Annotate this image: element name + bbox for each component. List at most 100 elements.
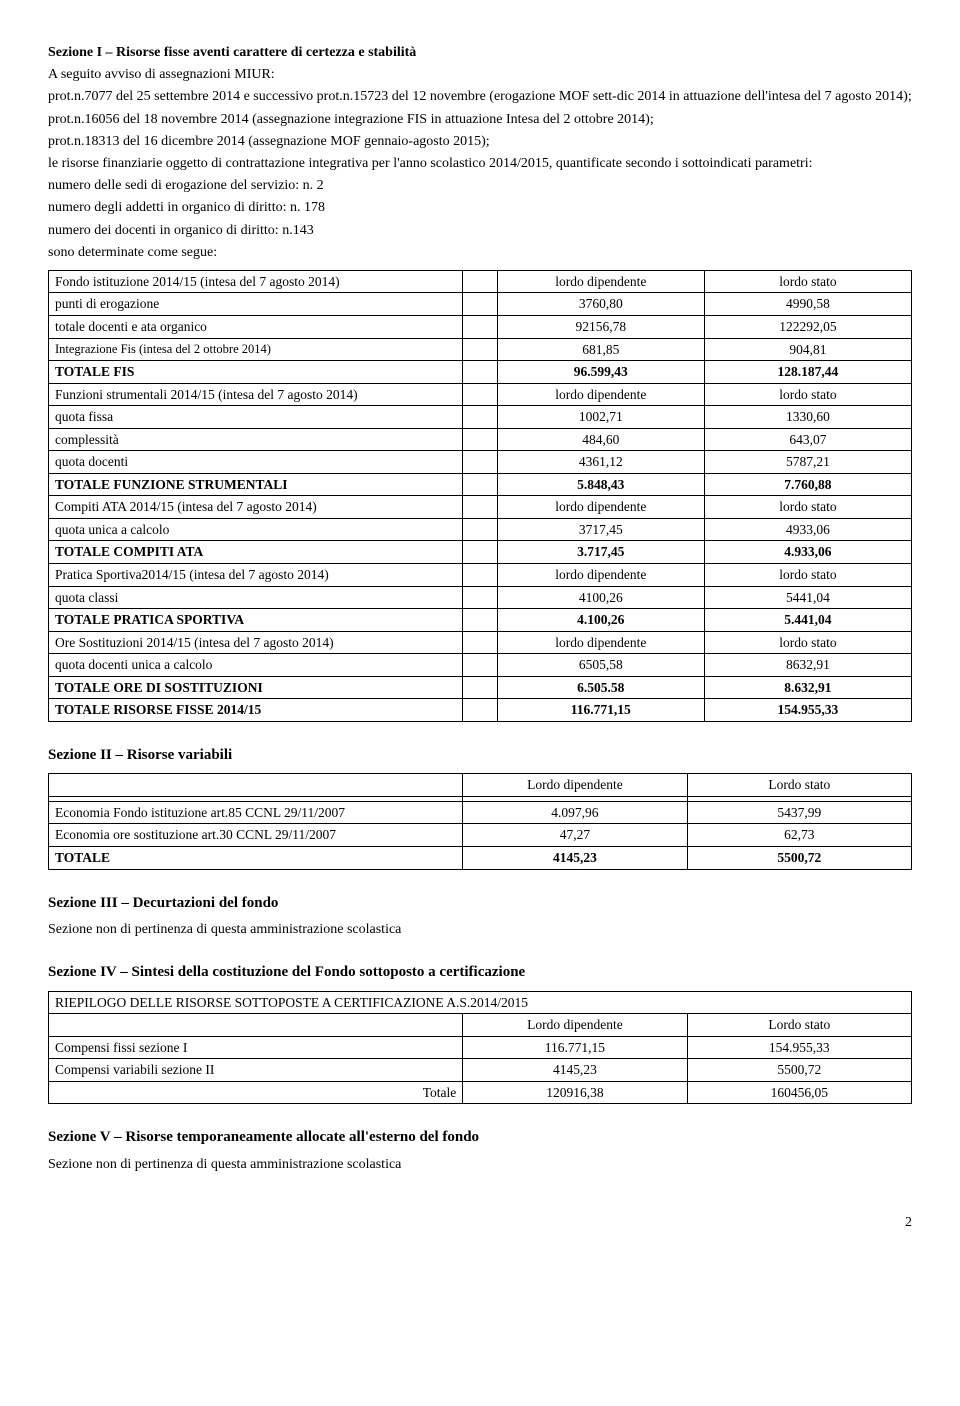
table-cell-spacer xyxy=(463,270,498,293)
table-cell-label: TOTALE FUNZIONE STRUMENTALI xyxy=(49,473,463,496)
page-number: 2 xyxy=(48,1214,912,1232)
table-cell-label: TOTALE ORE DI SOSTITUZIONI xyxy=(49,676,463,699)
table-cell-v2: 154.955,33 xyxy=(687,1036,911,1059)
table-cell-v2: 8.632,91 xyxy=(704,676,911,699)
table-cell-label: quota docenti xyxy=(49,451,463,474)
table-cell-label: quota unica a calcolo xyxy=(49,518,463,541)
table-row: Lordo dipendenteLordo stato xyxy=(49,1014,912,1037)
table-cell-v1: 484,60 xyxy=(497,428,704,451)
table-cell-v2: 62,73 xyxy=(687,824,911,847)
table-row: TOTALE PRATICA SPORTIVA4.100,265.441,04 xyxy=(49,609,912,632)
table-cell-v1: 116.771,15 xyxy=(497,699,704,722)
table-cell-v2: 8632,91 xyxy=(704,654,911,677)
intro-line: sono determinate come segue: xyxy=(48,244,912,262)
table-cell-v2: lordo stato xyxy=(704,631,911,654)
sezione4-table: RIEPILOGO DELLE RISORSE SOTTOPOSTE A CER… xyxy=(48,991,912,1105)
sezione4-title: Sezione IV – Sintesi della costituzione … xyxy=(48,963,912,983)
table-row: Totale120916,38160456,05 xyxy=(49,1081,912,1104)
table-cell-spacer xyxy=(463,609,498,632)
table-cell-v1: 120916,38 xyxy=(463,1081,687,1104)
table-row: TOTALE FIS 96.599,43128.187,44 xyxy=(49,361,912,384)
table-cell-label: quota docenti unica a calcolo xyxy=(49,654,463,677)
table-cell-v1: 96.599,43 xyxy=(497,361,704,384)
table-cell-spacer xyxy=(463,428,498,451)
table-row: Ore Sostituzioni 2014/15 (intesa del 7 a… xyxy=(49,631,912,654)
table-row: TOTALE RISORSE FISSE 2014/15116.771,1515… xyxy=(49,699,912,722)
table-cell-v2: 5.441,04 xyxy=(704,609,911,632)
table-cell-spacer xyxy=(463,406,498,429)
table-cell-v1: 92156,78 xyxy=(497,315,704,338)
table-row: Pratica Sportiva2014/15 (intesa del 7 ag… xyxy=(49,563,912,586)
table-cell-v1: lordo dipendente xyxy=(497,270,704,293)
table-row: TOTALE FUNZIONE STRUMENTALI5.848,437.760… xyxy=(49,473,912,496)
intro-line: numero degli addetti in organico di diri… xyxy=(48,199,912,217)
table-cell-v1: lordo dipendente xyxy=(497,383,704,406)
intro-line: A seguito avviso di assegnazioni MIUR: xyxy=(48,66,912,84)
intro-line: prot.n.18313 del 16 dicembre 2014 (asseg… xyxy=(48,133,912,151)
table-cell-v1: 116.771,15 xyxy=(463,1036,687,1059)
table-cell-v1: 4145,23 xyxy=(463,846,687,869)
table-cell-spacer xyxy=(463,631,498,654)
table-cell-v1: lordo dipendente xyxy=(497,563,704,586)
table-cell-v2: 4.933,06 xyxy=(704,541,911,564)
table-cell-v2: 154.955,33 xyxy=(704,699,911,722)
table-cell-v2: 5500,72 xyxy=(687,846,911,869)
sezione1-title: Sezione I – Risorse fisse aventi caratte… xyxy=(48,44,912,62)
table-cell-v1: 6.505.58 xyxy=(497,676,704,699)
table-cell-label: quota fissa xyxy=(49,406,463,429)
sezione2-table: Lordo dipendenteLordo statoEconomia Fond… xyxy=(48,773,912,869)
table-cell-spacer xyxy=(463,563,498,586)
table-cell-v2: Lordo stato xyxy=(687,774,911,797)
table-cell-spacer xyxy=(463,699,498,722)
table-cell-v2: 5787,21 xyxy=(704,451,911,474)
sezione5-text: Sezione non di pertinenza di questa ammi… xyxy=(48,1156,912,1174)
table-row: Fondo istituzione 2014/15 (intesa del 7 … xyxy=(49,270,912,293)
table-cell-spacer xyxy=(463,541,498,564)
table-cell-label: Pratica Sportiva2014/15 (intesa del 7 ag… xyxy=(49,563,463,586)
table-cell-v2: lordo stato xyxy=(704,383,911,406)
table-cell-spacer xyxy=(463,473,498,496)
table-row-span: RIEPILOGO DELLE RISORSE SOTTOPOSTE A CER… xyxy=(49,991,912,1014)
table-cell-label: complessità xyxy=(49,428,463,451)
table-row: quota unica a calcolo3717,454933,06 xyxy=(49,518,912,541)
table-row: totale docenti e ata organico92156,78122… xyxy=(49,315,912,338)
table-row: Funzioni strumentali 2014/15 (intesa del… xyxy=(49,383,912,406)
table-cell-v2: 128.187,44 xyxy=(704,361,911,384)
table-cell-label: Totale xyxy=(49,1081,463,1104)
table-cell-v1: lordo dipendente xyxy=(497,631,704,654)
table-cell-spacer xyxy=(463,315,498,338)
sezione2-title: Sezione II – Risorse variabili xyxy=(48,746,912,766)
table-cell-v1: Lordo dipendente xyxy=(463,1014,687,1037)
table-cell-v1: 3760,80 xyxy=(497,293,704,316)
sezione5-title: Sezione V – Risorse temporaneamente allo… xyxy=(48,1128,912,1148)
table-cell-label: TOTALE xyxy=(49,846,463,869)
table-cell-label: punti di erogazione xyxy=(49,293,463,316)
table-cell-v1: 4145,23 xyxy=(463,1059,687,1082)
table-cell-v2: 904,81 xyxy=(704,338,911,361)
table-row: quota classi4100,265441,04 xyxy=(49,586,912,609)
table-cell-v1: 3717,45 xyxy=(497,518,704,541)
sezione1-intro: A seguito avviso di assegnazioni MIUR: pr… xyxy=(48,66,912,262)
table-cell-v2: 1330,60 xyxy=(704,406,911,429)
table-cell-v1: 4361,12 xyxy=(497,451,704,474)
table-cell-v2: 5500,72 xyxy=(687,1059,911,1082)
table-row: Lordo dipendenteLordo stato xyxy=(49,774,912,797)
table-row: punti di erogazione3760,804990,58 xyxy=(49,293,912,316)
table-cell-v2: 7.760,88 xyxy=(704,473,911,496)
table-cell-v1: Lordo dipendente xyxy=(463,774,687,797)
table-cell-spacer xyxy=(463,586,498,609)
table-cell-label: TOTALE FIS xyxy=(49,361,463,384)
table-cell-spacer xyxy=(463,293,498,316)
table-row: Economia ore sostituzione art.30 CCNL 29… xyxy=(49,824,912,847)
table-cell-v2: lordo stato xyxy=(704,270,911,293)
table-row: RIEPILOGO DELLE RISORSE SOTTOPOSTE A CER… xyxy=(49,991,912,1014)
table-cell-label: Compensi variabili sezione II xyxy=(49,1059,463,1082)
table-row: Compensi fissi sezione I116.771,15154.95… xyxy=(49,1036,912,1059)
table-cell-v1: lordo dipendente xyxy=(497,496,704,519)
table-cell-label: Funzioni strumentali 2014/15 (intesa del… xyxy=(49,383,463,406)
table-cell-label: Ore Sostituzioni 2014/15 (intesa del 7 a… xyxy=(49,631,463,654)
table-cell-v1: 4.097,96 xyxy=(463,801,687,824)
table-row: TOTALE ORE DI SOSTITUZIONI 6.505.588.632,… xyxy=(49,676,912,699)
table-cell-spacer xyxy=(463,338,498,361)
sezione1-table: Fondo istituzione 2014/15 (intesa del 7 … xyxy=(48,270,912,722)
